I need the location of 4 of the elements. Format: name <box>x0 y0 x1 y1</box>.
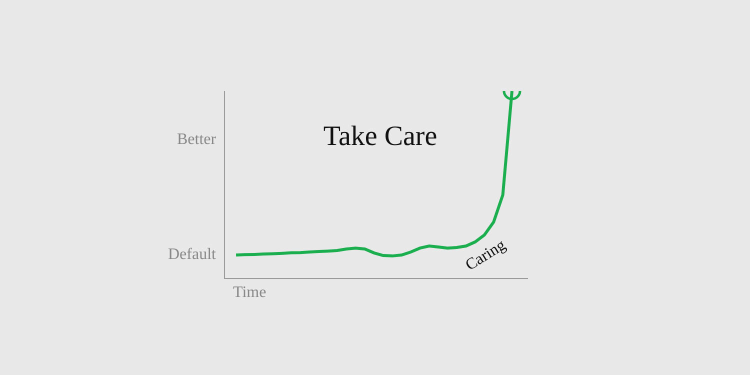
text: Default <box>168 246 217 263</box>
text: Take Care <box>323 120 438 152</box>
text: Better <box>177 131 217 148</box>
x-axis-title: Time <box>233 284 266 301</box>
